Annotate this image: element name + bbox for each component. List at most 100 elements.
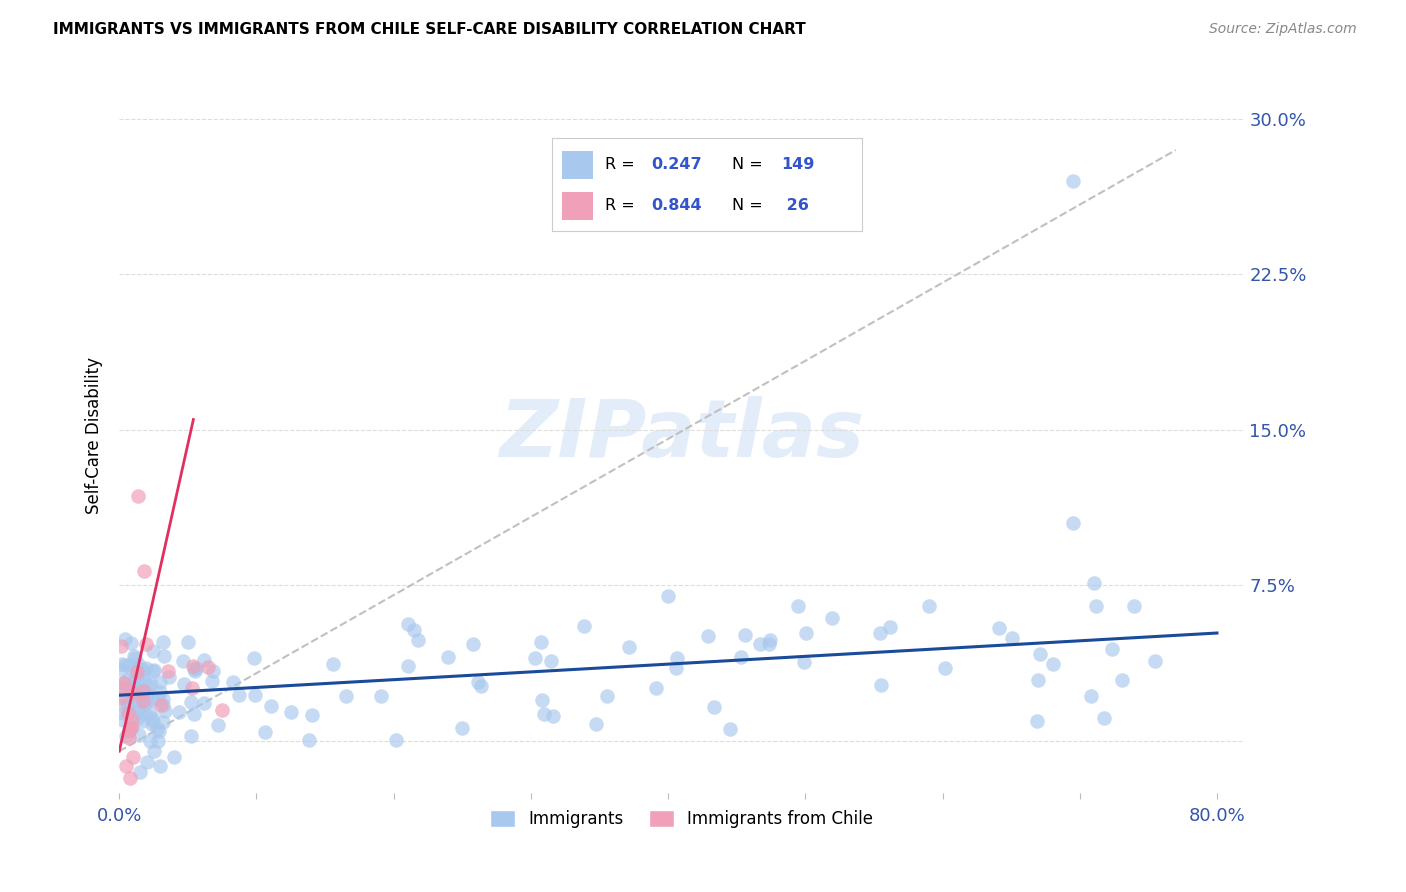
Point [703,700,725,714]
Point [183,707,205,722]
Point [112,706,135,720]
Point [132,662,155,676]
Point [228,688,250,702]
Point [148,734,170,748]
Point [297,732,319,747]
Point [135,693,157,707]
Point [1001,632,1024,646]
Point [869,678,891,692]
Point [657,589,679,603]
Point [127,711,149,725]
Point [114,658,136,673]
Point [184,661,207,675]
Point [152,635,174,649]
Point [253,725,276,739]
Point [787,599,810,613]
Point [112,675,135,690]
Point [153,648,176,663]
Point [131,665,153,679]
Point [1029,647,1052,661]
Point [146,723,169,737]
Point [152,698,174,712]
Point [124,651,146,665]
Point [138,678,160,692]
Point [149,685,172,699]
Point [146,692,169,706]
Point [718,722,741,736]
Point [115,691,138,706]
Point [467,674,489,689]
Point [406,633,429,648]
Point [157,670,180,684]
Point [450,722,472,736]
Point [180,729,202,743]
Point [794,625,817,640]
Point [1111,673,1133,687]
Point [918,599,941,613]
Point [131,684,153,698]
Point [988,621,1011,635]
Point [117,698,139,713]
Point [585,716,607,731]
Point [934,661,956,675]
Text: Source: ZipAtlas.com: Source: ZipAtlas.com [1209,22,1357,37]
Point [121,664,143,678]
Point [128,728,150,742]
Point [139,734,162,748]
Point [201,674,224,689]
Point [1080,690,1102,704]
Point [142,744,165,758]
Point [141,711,163,725]
Point [259,698,281,713]
Point [531,693,554,707]
Point [1042,657,1064,671]
Point [197,660,219,674]
Text: IMMIGRANTS VS IMMIGRANTS FROM CHILE SELF-CARE DISABILITY CORRELATION CHART: IMMIGRANTS VS IMMIGRANTS FROM CHILE SELF… [53,22,806,37]
Point [437,650,460,665]
Point [127,657,149,671]
Point [1092,711,1115,725]
Point [121,713,143,727]
Point [759,632,782,647]
Point [110,691,132,706]
Point [111,699,134,714]
Point [136,686,159,700]
Point [125,665,148,680]
Point [122,648,145,663]
Point [110,639,132,653]
Point [280,705,302,719]
Point [173,677,195,691]
Point [163,750,186,764]
Point [142,644,165,658]
Point [150,698,173,713]
Point [122,750,145,764]
Point [572,619,595,633]
Point [127,689,149,703]
Point [183,662,205,676]
Point [193,653,215,667]
Point [530,635,553,649]
Point [121,682,143,697]
Point [134,673,156,688]
Point [540,654,562,668]
Point [370,689,392,703]
Point [301,707,323,722]
Point [135,755,157,769]
Point [463,637,485,651]
Point [666,650,689,665]
Point [869,626,891,640]
Point [115,758,138,772]
Point [541,709,564,723]
Point [111,713,134,727]
Point [1026,714,1049,728]
Point [1062,174,1084,188]
Point [112,676,135,690]
Point [120,636,142,650]
Point [396,658,419,673]
Point [120,771,142,785]
Point [120,679,142,693]
Point [152,691,174,706]
Point [1083,576,1105,591]
Point [121,700,143,714]
Point [120,722,142,736]
